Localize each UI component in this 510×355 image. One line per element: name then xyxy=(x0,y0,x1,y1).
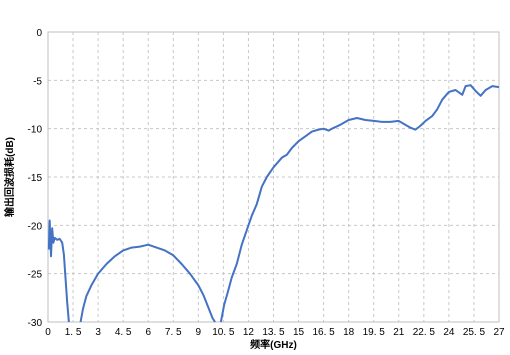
x-tick-label: 6 xyxy=(145,327,151,338)
x-tick-label: 16. 5 xyxy=(312,327,335,338)
x-axis-label: 频率(GHz) xyxy=(250,338,297,351)
x-tick-label: 25. 5 xyxy=(463,327,486,338)
series-line-segment xyxy=(47,219,70,323)
y-tick-label: 0 xyxy=(36,28,42,39)
x-tick-label: 9 xyxy=(196,327,202,338)
series-line-segment xyxy=(219,84,500,323)
x-tick-label: 10. 5 xyxy=(212,327,235,338)
x-tick-label: 24 xyxy=(443,327,455,338)
y-tick-label: -25 xyxy=(28,270,43,281)
x-tick-label: 22. 5 xyxy=(413,327,436,338)
series-lines xyxy=(47,84,500,323)
tick-labels: 0 1. 5 3 4. 5 6 7. 5 9 10. 5 12 13. 5 15 16. 5 18 19.… xyxy=(28,28,505,338)
x-tick-label: 18 xyxy=(343,327,355,338)
y-tick-label: -5 xyxy=(33,76,42,87)
x-tick-label: 12 xyxy=(243,327,255,338)
x-tick-label: 1. 5 xyxy=(65,327,82,338)
y-tick-label: -20 xyxy=(28,221,43,232)
series-line-segment xyxy=(79,243,216,323)
x-tick-label: 7. 5 xyxy=(165,327,182,338)
x-tick-label: 19. 5 xyxy=(363,327,386,338)
plot-area-border xyxy=(47,31,500,323)
x-tick-label: 13. 5 xyxy=(262,327,285,338)
x-tick-label: 0 xyxy=(45,327,51,338)
y-tick-label: -30 xyxy=(28,318,43,329)
x-tick-label: 15 xyxy=(293,327,305,338)
y-tick-label: -10 xyxy=(28,125,43,136)
y-axis-label: 输出回波损耗(dB) xyxy=(3,137,16,217)
x-tick-label: 3 xyxy=(95,327,101,338)
y-tick-label: -15 xyxy=(28,173,43,184)
x-tick-label: 21 xyxy=(393,327,405,338)
x-tick-label: 4. 5 xyxy=(115,327,132,338)
x-tick-label: 27 xyxy=(493,327,505,338)
grid-lines xyxy=(48,32,499,322)
